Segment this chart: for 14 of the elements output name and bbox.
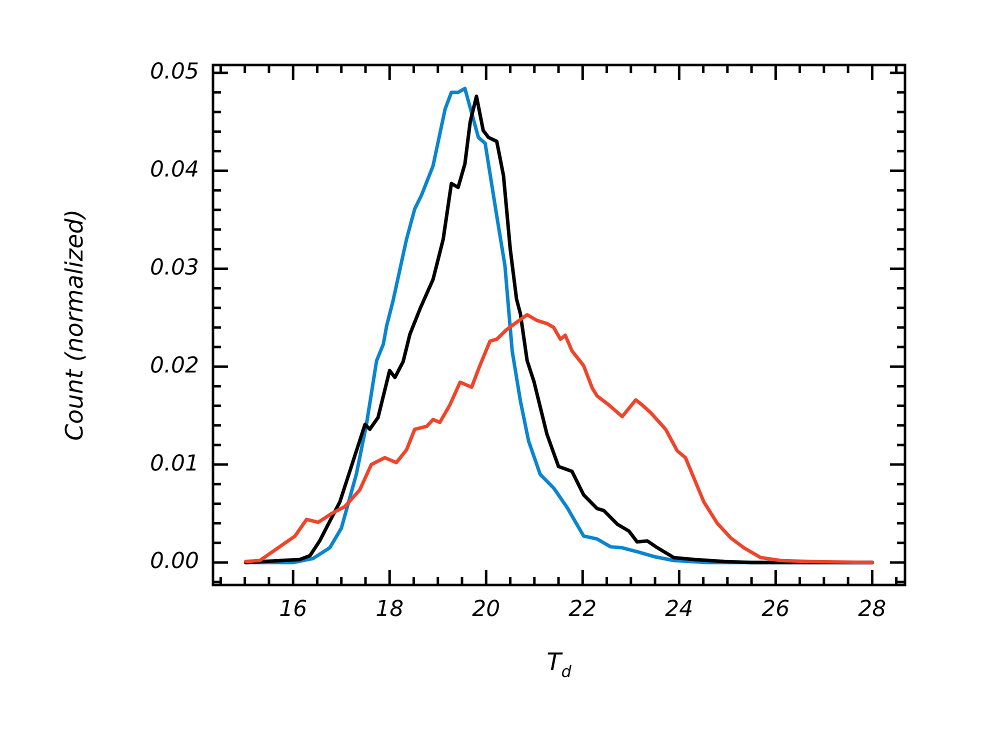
y-tick-label: 0.05 xyxy=(150,60,199,85)
x-tick-label: 20 xyxy=(472,596,500,622)
y-tick-label: 0.03 xyxy=(150,255,199,280)
x-tick-label: 24 xyxy=(665,596,694,622)
x-tick-label: 26 xyxy=(762,596,790,622)
y-tick-label: 0.00 xyxy=(150,549,199,574)
y-tick-label: 0.02 xyxy=(150,353,199,378)
x-tick-label: 22 xyxy=(568,596,597,622)
y-tick-label: 0.04 xyxy=(150,157,199,182)
x-tick-label: 16 xyxy=(279,596,308,622)
y-tick-label: 0.01 xyxy=(150,451,199,476)
y-axis-title: Count (normalized) xyxy=(60,209,89,441)
x-tick-label: 18 xyxy=(376,596,404,622)
x-tick-label: 28 xyxy=(858,596,886,622)
